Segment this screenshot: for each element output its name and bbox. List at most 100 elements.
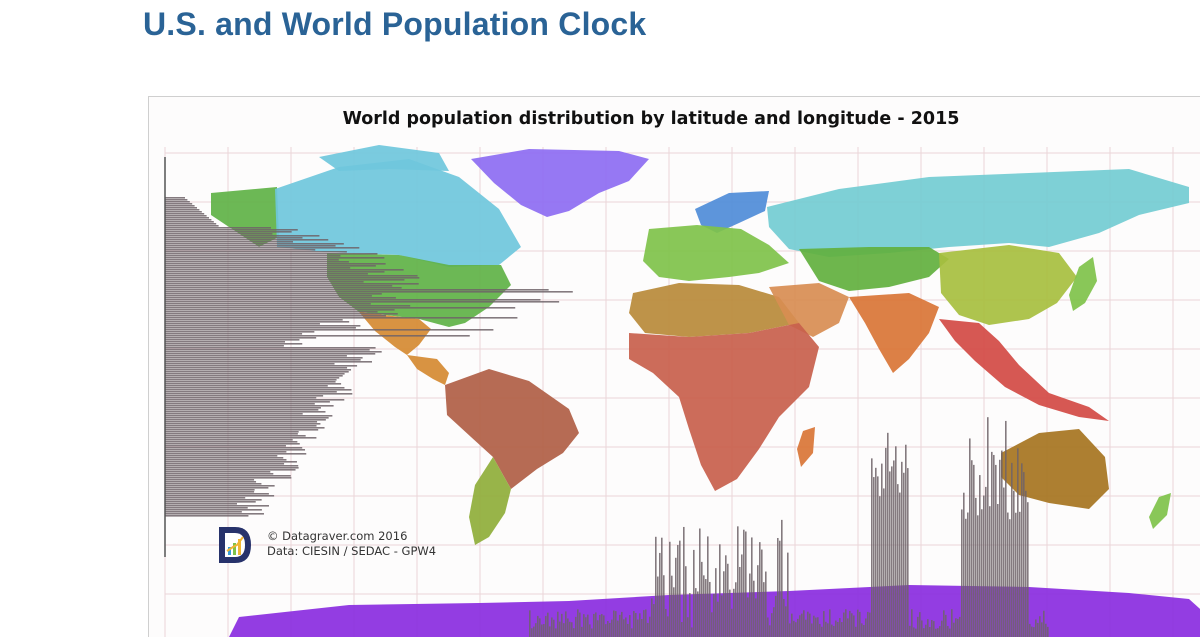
longitude-bar	[581, 626, 583, 637]
longitude-bar	[913, 627, 915, 637]
latitude-bar	[165, 339, 300, 341]
longitude-bar	[931, 620, 933, 637]
longitude-bar	[987, 417, 989, 637]
latitude-bar	[165, 493, 269, 495]
region-canada-arctic	[319, 145, 449, 171]
longitude-bar	[991, 451, 993, 637]
longitude-bar	[983, 495, 985, 637]
latitude-bar	[165, 465, 299, 467]
latitude-bar	[165, 261, 349, 263]
latitude-bar	[165, 495, 275, 497]
longitude-bar	[577, 609, 579, 637]
latitude-bar	[165, 461, 297, 463]
latitude-bar	[165, 455, 278, 457]
latitude-bar	[165, 415, 333, 417]
latitude-bar	[165, 205, 195, 207]
latitude-bar	[165, 245, 336, 247]
longitude-bar	[545, 615, 547, 637]
latitude-bar	[165, 313, 398, 315]
latitude-bar	[165, 473, 274, 475]
longitude-bar	[895, 446, 897, 637]
longitude-bar	[909, 625, 911, 637]
longitude-bar	[575, 616, 577, 637]
longitude-bar	[799, 615, 801, 637]
longitude-bar	[687, 617, 689, 637]
longitude-bar	[685, 566, 687, 637]
latitude-bar	[165, 285, 393, 287]
longitude-bar	[703, 575, 705, 637]
population-map: World population distribution by latitud…	[148, 96, 1200, 637]
latitude-bar	[165, 209, 200, 211]
latitude-bar	[165, 295, 372, 297]
longitude-bar	[1003, 487, 1005, 637]
latitude-bar	[165, 413, 303, 415]
region-africa	[629, 323, 819, 491]
longitude-bar	[803, 610, 805, 637]
longitude-bar	[589, 624, 591, 637]
longitude-bar	[731, 608, 733, 637]
longitude-bar	[955, 618, 957, 637]
longitude-bar	[701, 561, 703, 637]
longitude-bar	[1043, 610, 1045, 637]
region-central-america	[407, 355, 449, 385]
region-japan	[1069, 257, 1097, 311]
latitude-histogram	[165, 197, 573, 517]
longitude-bar	[729, 589, 731, 637]
longitude-bar	[713, 593, 715, 637]
longitude-bar	[867, 611, 869, 637]
longitude-bar	[607, 620, 609, 637]
longitude-bar	[1047, 626, 1049, 637]
longitude-bar	[1017, 448, 1019, 637]
longitude-bar	[921, 620, 923, 637]
longitude-bar	[623, 619, 625, 637]
longitude-bar	[679, 540, 681, 637]
longitude-bar	[557, 611, 559, 637]
longitude-bar	[941, 620, 943, 637]
longitude-bar	[891, 466, 893, 637]
map-credit: © Datagraver.com 2016 Data: CIESIN / SED…	[267, 529, 436, 559]
longitude-bar	[807, 611, 809, 637]
region-south-cone	[469, 457, 511, 545]
longitude-bar	[851, 613, 853, 637]
longitude-bar	[817, 617, 819, 637]
longitude-bar	[947, 625, 949, 637]
longitude-bar	[1027, 502, 1029, 637]
longitude-bar	[775, 595, 777, 637]
longitude-bar	[821, 626, 823, 637]
latitude-bar	[165, 397, 317, 399]
latitude-bar	[165, 463, 285, 465]
longitude-bar	[695, 588, 697, 637]
longitude-bar	[787, 552, 789, 637]
longitude-bar	[745, 531, 747, 637]
longitude-bar	[547, 612, 549, 637]
longitude-bar	[693, 549, 695, 637]
longitude-bar	[1023, 472, 1025, 637]
latitude-bar	[165, 437, 317, 439]
latitude-bar	[165, 435, 306, 437]
longitude-bar	[809, 613, 811, 637]
longitude-bar	[989, 506, 991, 637]
latitude-bar	[165, 319, 343, 321]
latitude-bar	[165, 257, 385, 259]
latitude-bar	[165, 273, 368, 275]
longitude-bar	[561, 613, 563, 637]
longitude-bar	[727, 563, 729, 637]
region-south-america	[445, 369, 579, 489]
map-graphic	[164, 145, 1200, 637]
latitude-bar	[165, 393, 353, 395]
region-north-africa	[629, 283, 799, 337]
longitude-bar	[697, 591, 699, 637]
latitude-bar	[165, 347, 376, 349]
region-scandinavia	[695, 191, 769, 233]
longitude-bar	[813, 615, 815, 637]
credit-line-1: © Datagraver.com 2016	[267, 529, 408, 543]
longitude-bar	[603, 615, 605, 637]
latitude-bar	[165, 199, 188, 201]
longitude-bar	[853, 615, 855, 637]
longitude-bar	[875, 467, 877, 637]
longitude-bar	[627, 623, 629, 637]
region-russia	[767, 169, 1189, 257]
latitude-bar	[165, 427, 325, 429]
latitude-bar	[165, 263, 386, 265]
latitude-bar	[165, 343, 303, 345]
